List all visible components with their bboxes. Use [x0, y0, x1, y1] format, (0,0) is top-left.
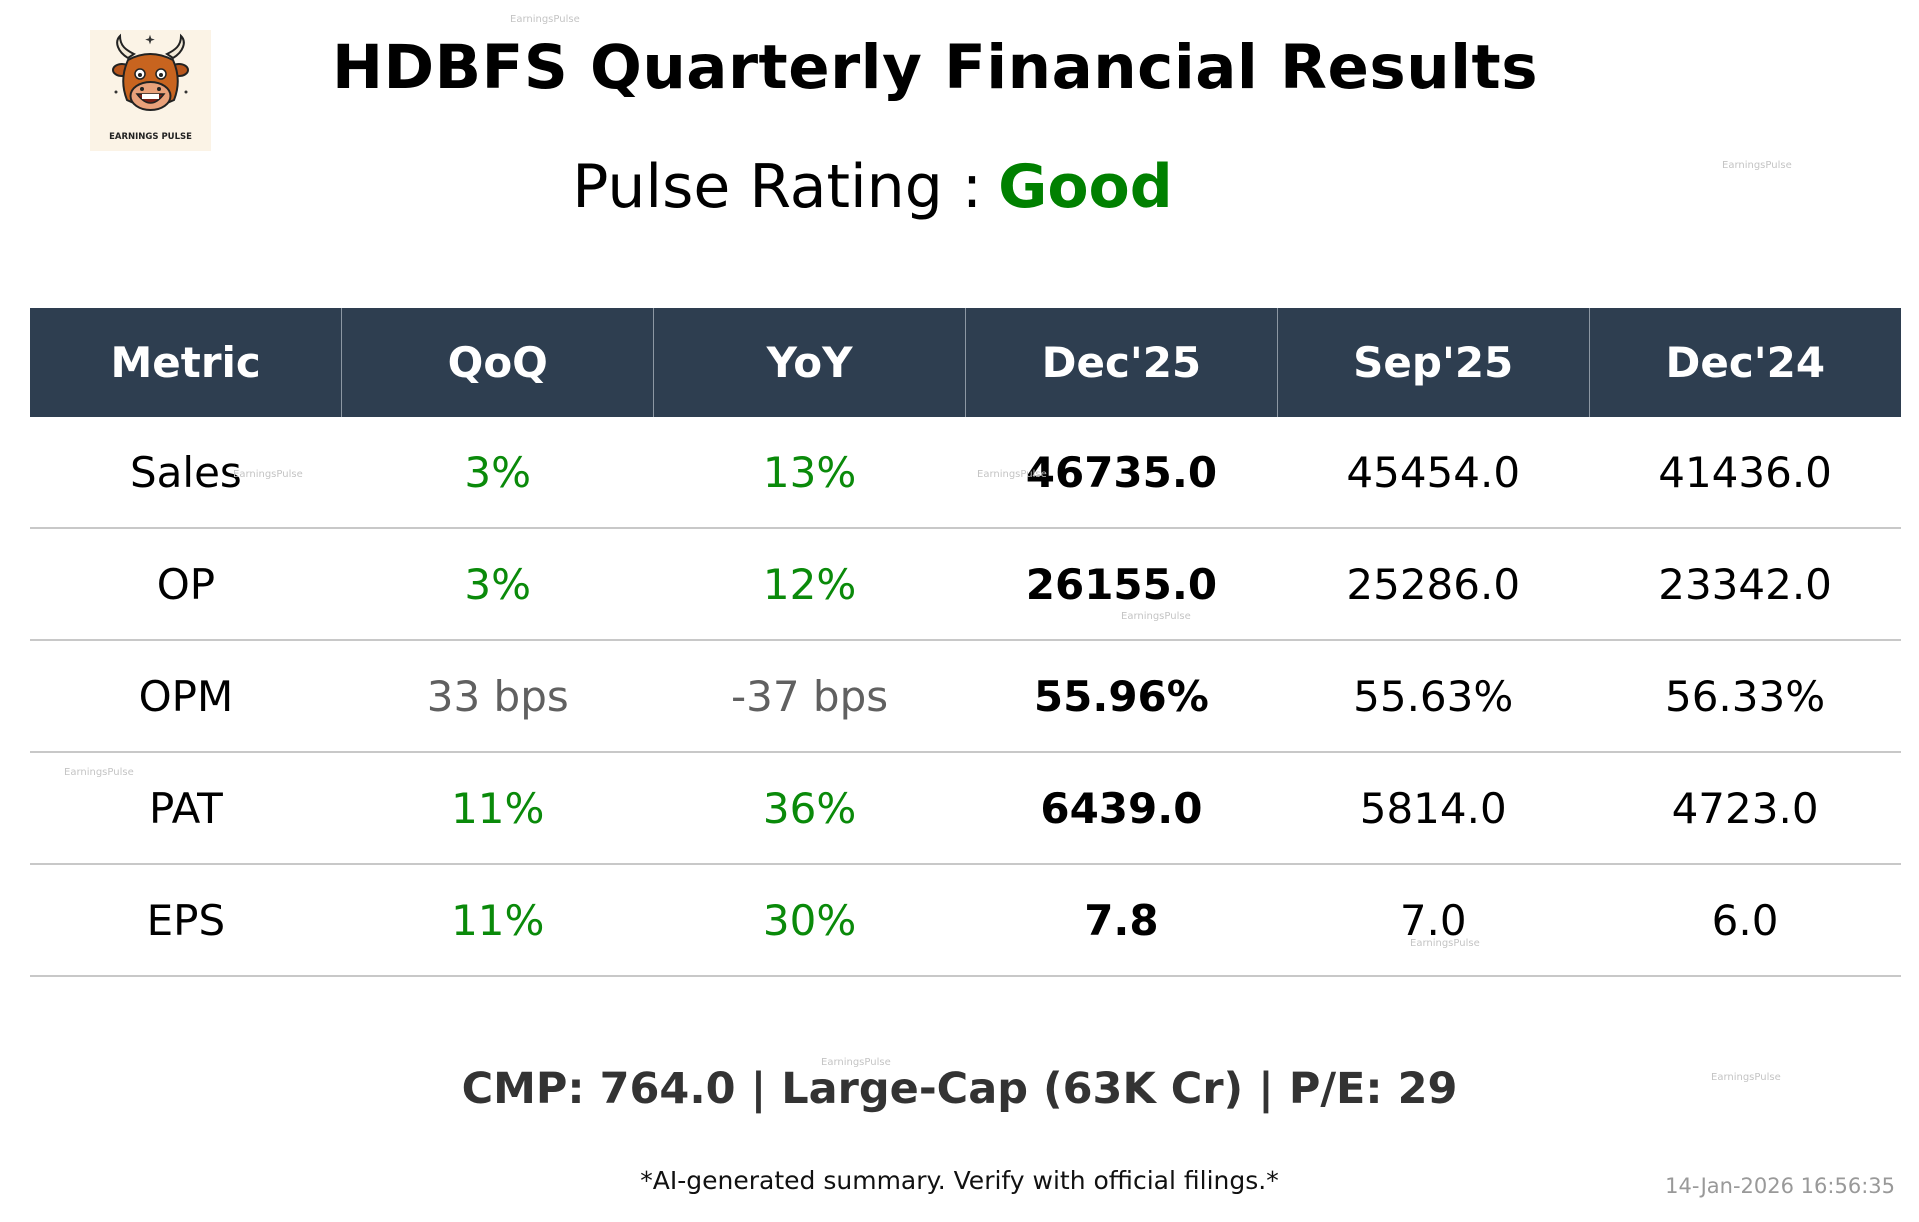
qoq-cell: 11%: [341, 752, 654, 865]
earnings-pulse-logo: EARNINGS PULSE: [90, 30, 211, 151]
watermark: EarningsPulse: [977, 469, 1047, 480]
table-row-opm: OPM 33 bps -37 bps 55.96% 55.63% 56.33%: [30, 640, 1901, 753]
dec25-cell: 7.8: [965, 864, 1278, 977]
dec24-cell: 6.0: [1589, 864, 1901, 977]
dec25-cell: 46735.0: [965, 417, 1278, 529]
header-dec25: Dec'25: [965, 308, 1278, 417]
watermark: EarningsPulse: [1410, 938, 1480, 949]
page-title: HDBFS Quarterly Financial Results: [332, 32, 1538, 103]
sep25-cell: 55.63%: [1277, 640, 1590, 753]
sep25-cell: 25286.0: [1277, 528, 1590, 641]
yoy-cell: 12%: [653, 528, 966, 641]
table-row-pat: PAT 11% 36% 6439.0 5814.0 4723.0: [30, 752, 1901, 865]
table-header-row: Metric QoQ YoY Dec'25 Sep'25 Dec'24: [30, 308, 1901, 417]
dec25-cell: 6439.0: [965, 752, 1278, 865]
results-table: Metric QoQ YoY Dec'25 Sep'25 Dec'24 Sale…: [30, 308, 1901, 977]
metric-cell: EPS: [30, 864, 342, 977]
sep25-cell: 5814.0: [1277, 752, 1590, 865]
timestamp: 14-Jan-2026 16:56:35: [1665, 1174, 1895, 1198]
dec24-cell: 56.33%: [1589, 640, 1901, 753]
dec24-cell: 41436.0: [1589, 417, 1901, 529]
qoq-cell: 3%: [341, 417, 654, 529]
sep25-cell: 45454.0: [1277, 417, 1590, 529]
bull-mascot-icon: [112, 33, 189, 111]
metric-cell: Sales: [30, 417, 342, 529]
watermark: EarningsPulse: [821, 1057, 891, 1068]
dec24-cell: 4723.0: [1589, 752, 1901, 865]
watermark: EarningsPulse: [1722, 160, 1792, 171]
header-dec24: Dec'24: [1589, 308, 1901, 417]
dec25-cell: 26155.0: [965, 528, 1278, 641]
pulse-rating: Pulse Rating : Good: [0, 152, 1745, 222]
watermark: EarningsPulse: [64, 767, 134, 778]
watermark: EarningsPulse: [1711, 1072, 1781, 1083]
disclaimer: *AI-generated summary. Verify with offic…: [640, 1166, 1279, 1195]
header-sep25: Sep'25: [1277, 308, 1590, 417]
metric-cell: OP: [30, 528, 342, 641]
sep25-cell: 7.0: [1277, 864, 1590, 977]
market-summary: CMP: 764.0 | Large-Cap (63K Cr) | P/E: 2…: [461, 1064, 1458, 1114]
watermark: EarningsPulse: [233, 469, 303, 480]
dec25-cell: 55.96%: [965, 640, 1278, 753]
metric-cell: PAT: [30, 752, 342, 865]
pulse-rating-value: Good: [998, 152, 1173, 222]
watermark: EarningsPulse: [1121, 611, 1191, 622]
qoq-cell: 3%: [341, 528, 654, 641]
yoy-cell: 36%: [653, 752, 966, 865]
yoy-cell: 13%: [653, 417, 966, 529]
logo-wordmark: EARNINGS PULSE: [109, 132, 192, 142]
watermark: EarningsPulse: [510, 14, 580, 25]
table-row-eps: EPS 11% 30% 7.8 7.0 6.0: [30, 864, 1901, 977]
header-yoy: YoY: [653, 308, 966, 417]
header-metric: Metric: [30, 308, 343, 417]
qoq-cell: 11%: [341, 864, 654, 977]
header-qoq: QoQ: [341, 308, 655, 417]
table-row-sales: Sales 3% 13% 46735.0 45454.0 41436.0: [30, 417, 1901, 529]
yoy-cell: -37 bps: [653, 640, 966, 753]
pulse-rating-label: Pulse Rating :: [572, 152, 983, 222]
table-row-op: OP 3% 12% 26155.0 25286.0 23342.0: [30, 528, 1901, 641]
yoy-cell: 30%: [653, 864, 966, 977]
metric-cell: OPM: [30, 640, 342, 753]
dec24-cell: 23342.0: [1589, 528, 1901, 641]
qoq-cell: 33 bps: [341, 640, 654, 753]
